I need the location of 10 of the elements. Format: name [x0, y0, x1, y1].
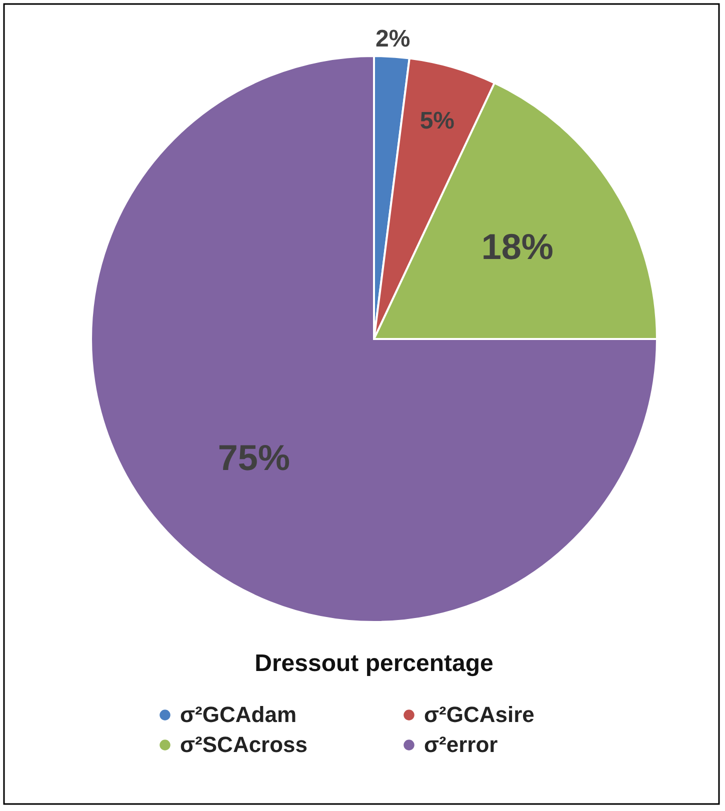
data-label: 18% — [481, 226, 554, 268]
legend-label: σ²error — [424, 732, 498, 757]
data-label: 2% — [375, 26, 410, 53]
data-label: 5% — [420, 108, 455, 135]
legend-label: σ²GCAdam — [180, 702, 296, 727]
legend-label: σ²SCAcross — [180, 732, 308, 757]
data-label: 75% — [218, 437, 290, 478]
pie-slice — [90, 55, 658, 623]
legend-label: σ²GCAsire — [424, 702, 534, 727]
text: Dressout percentage — [254, 650, 494, 677]
